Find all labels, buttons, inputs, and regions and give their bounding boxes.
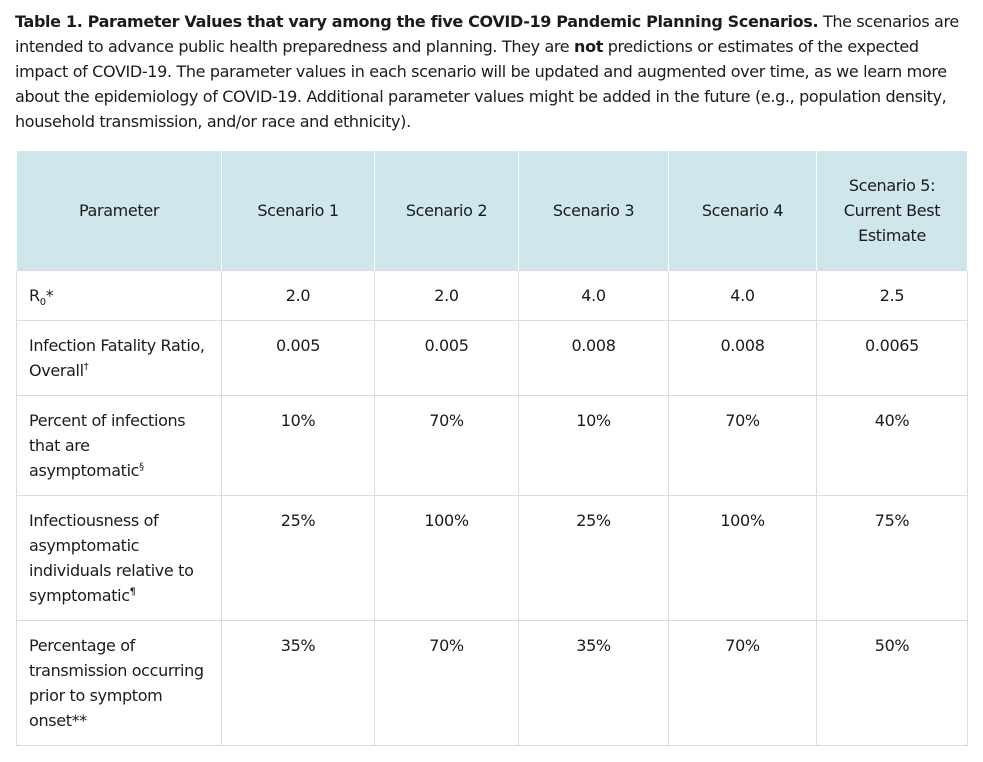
value-cell: 10% bbox=[221, 395, 375, 496]
value-cell: 75% bbox=[816, 495, 968, 621]
value-cell: 50% bbox=[816, 620, 968, 746]
parameter-name: Infectiousness of asymptomatic individua… bbox=[16, 495, 222, 621]
parameter-label: R bbox=[29, 286, 40, 305]
value-cell: 100% bbox=[374, 495, 519, 621]
footnote-mark: † bbox=[83, 361, 89, 373]
header-scenario-2: Scenario 2 bbox=[374, 151, 519, 271]
value-cell: 0.005 bbox=[221, 320, 375, 396]
value-cell: 0.0065 bbox=[816, 320, 968, 396]
parameter-label: Percent of infections that are asymptoma… bbox=[29, 411, 186, 480]
footnote-mark: ** bbox=[71, 711, 88, 730]
value-cell: 0.005 bbox=[374, 320, 519, 396]
parameter-label: Percentage of transmission occurring pri… bbox=[29, 636, 204, 730]
value-cell: 70% bbox=[374, 395, 519, 496]
caption-text-a: The scenarios are intended to advance pu… bbox=[15, 12, 959, 56]
header-parameter: Parameter bbox=[16, 151, 222, 271]
table-row: Percentage of transmission occurring pri… bbox=[16, 620, 968, 746]
value-cell: 4.0 bbox=[668, 270, 817, 321]
parameter-name: Percentage of transmission occurring pri… bbox=[16, 620, 222, 746]
footnote-mark: ¶ bbox=[129, 586, 136, 598]
caption-title: Table 1. Parameter Values that vary amon… bbox=[15, 12, 819, 31]
header-scenario-4: Scenario 4 bbox=[668, 151, 817, 271]
parameter-name: R0* bbox=[16, 270, 222, 321]
table-header-row: Parameter Scenario 1 Scenario 2 Scenario… bbox=[16, 151, 968, 271]
value-cell: 40% bbox=[816, 395, 968, 496]
header-scenario-1: Scenario 1 bbox=[221, 151, 375, 271]
parameter-name: Percent of infections that are asymptoma… bbox=[16, 395, 222, 496]
value-cell: 0.008 bbox=[668, 320, 817, 396]
caption-text-b: predictions or estimates of the expected… bbox=[15, 37, 947, 131]
footnote-mark: § bbox=[139, 461, 144, 473]
parameter-table: Parameter Scenario 1 Scenario 2 Scenario… bbox=[16, 151, 968, 746]
value-cell: 35% bbox=[518, 620, 669, 746]
table-row: Infection Fatality Ratio, Overall† 0.005… bbox=[16, 320, 968, 396]
header-scenario-5: Scenario 5: Current Best Estimate bbox=[816, 151, 968, 271]
value-cell: 70% bbox=[374, 620, 519, 746]
table-row: Percent of infections that are asymptoma… bbox=[16, 395, 968, 496]
parameter-label: Infectiousness of asymptomatic individua… bbox=[29, 511, 194, 605]
value-cell: 10% bbox=[518, 395, 669, 496]
value-cell: 4.0 bbox=[518, 270, 669, 321]
value-cell: 2.0 bbox=[374, 270, 519, 321]
value-cell: 35% bbox=[221, 620, 375, 746]
caption-emphasis: not bbox=[574, 37, 604, 56]
value-cell: 70% bbox=[668, 620, 817, 746]
value-cell: 100% bbox=[668, 495, 817, 621]
value-cell: 0.008 bbox=[518, 320, 669, 396]
subscript: 0 bbox=[39, 297, 46, 309]
header-scenario-3: Scenario 3 bbox=[518, 151, 669, 271]
table-row: Infectiousness of asymptomatic individua… bbox=[16, 495, 968, 621]
table-row: R0* 2.0 2.0 4.0 4.0 2.5 bbox=[16, 270, 968, 321]
value-cell: 2.5 bbox=[816, 270, 968, 321]
value-cell: 2.0 bbox=[221, 270, 375, 321]
footnote-mark: * bbox=[45, 286, 54, 305]
parameter-label: Infection Fatality Ratio, Overall bbox=[29, 336, 205, 380]
value-cell: 25% bbox=[518, 495, 669, 621]
value-cell: 70% bbox=[668, 395, 817, 496]
parameter-name: Infection Fatality Ratio, Overall† bbox=[16, 320, 222, 396]
value-cell: 25% bbox=[221, 495, 375, 621]
table-caption: Table 1. Parameter Values that vary amon… bbox=[15, 9, 970, 134]
